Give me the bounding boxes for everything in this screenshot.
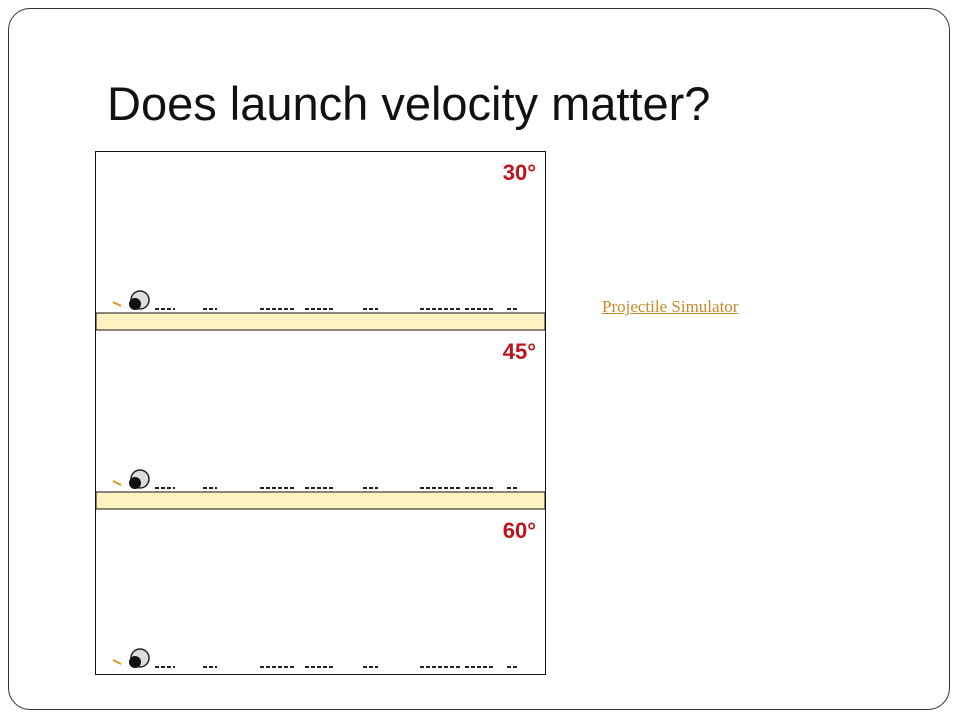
panels-frame <box>95 151 546 675</box>
angle-label: 45° <box>503 339 536 364</box>
slide-title: Does launch velocity matter? <box>107 77 711 130</box>
angle-label: 60° <box>503 518 536 543</box>
simulator-link[interactable]: Projectile Simulator <box>602 297 739 316</box>
cannon-ball <box>129 298 141 310</box>
fuse <box>112 301 122 307</box>
fuse <box>112 480 122 486</box>
fuse <box>112 659 122 665</box>
cannon-ball <box>129 656 141 668</box>
slide <box>8 8 950 710</box>
ground-strip <box>95 491 546 510</box>
ground-strip <box>95 312 546 331</box>
cannon-ball <box>129 477 141 489</box>
angle-label: 30° <box>503 160 536 185</box>
projectile-panels: 30° 45° 60° <box>95 151 546 675</box>
